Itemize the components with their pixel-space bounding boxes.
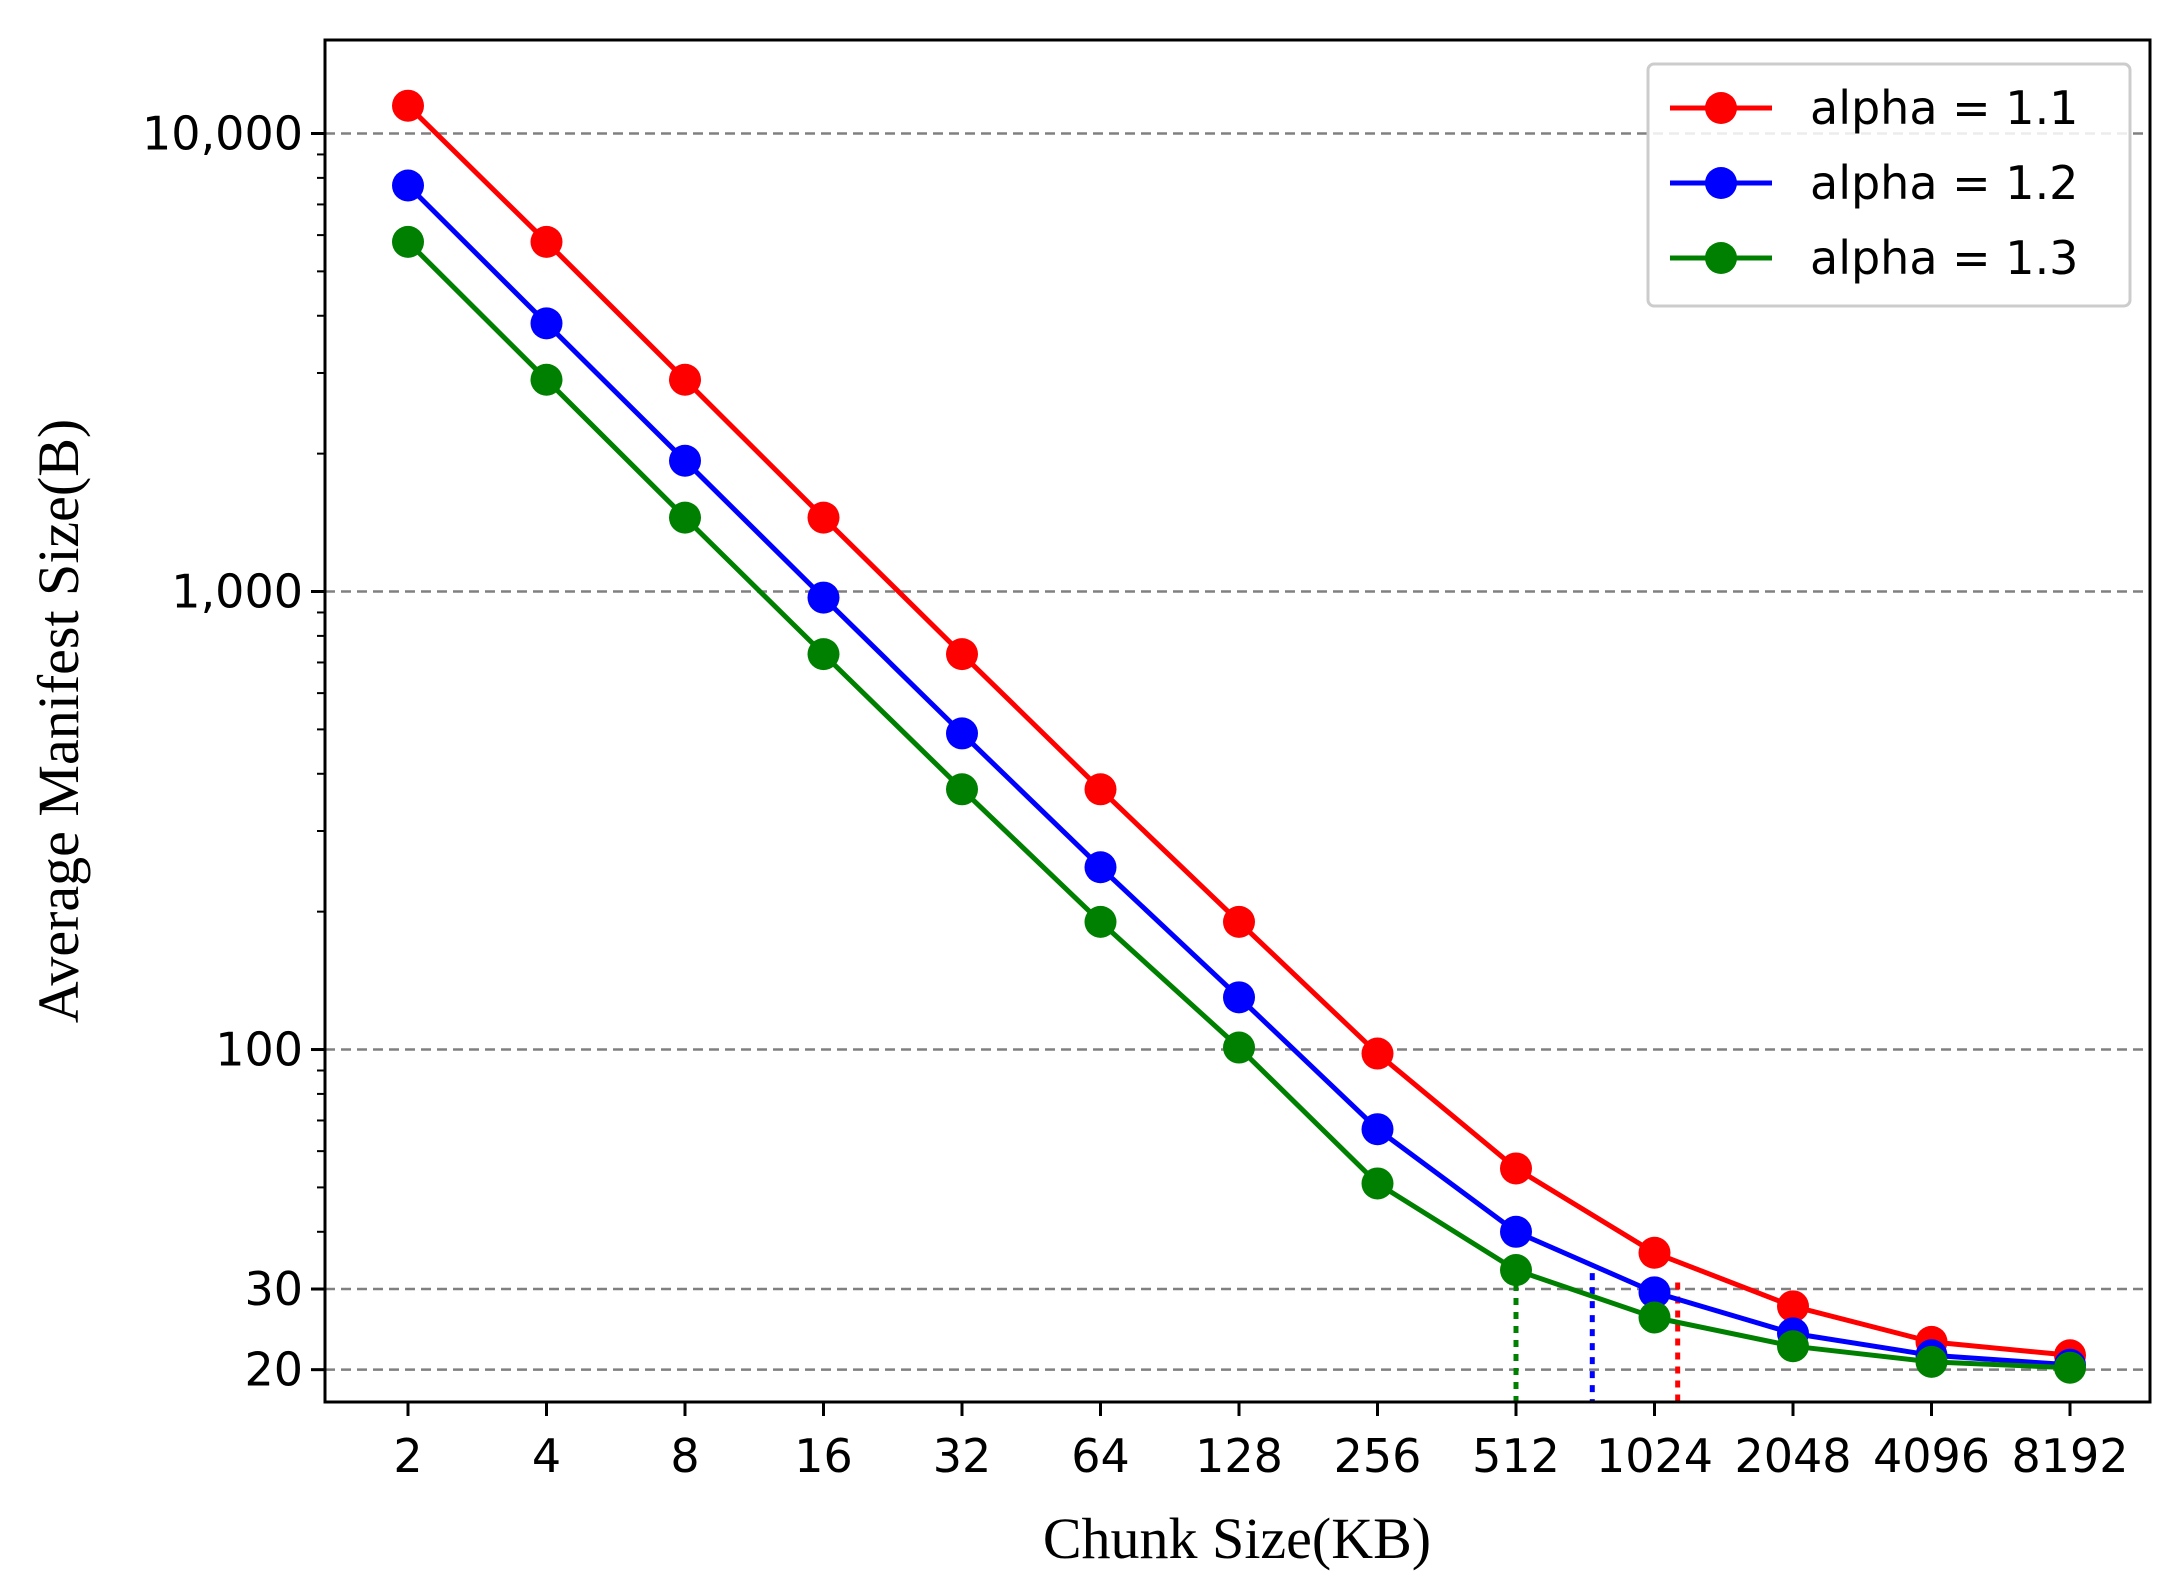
y-axis: 20 30 100 1,000 10,000 <box>142 106 325 1397</box>
series-2 <box>392 169 2086 1381</box>
x-tick-label: 4096 <box>1873 1429 1990 1483</box>
legend-label: alpha = 1.2 <box>1810 156 2078 210</box>
legend-marker <box>1705 92 1737 124</box>
data-point <box>530 363 563 396</box>
y-tick-label: 1,000 <box>171 565 303 619</box>
x-tick-label: 64 <box>1071 1429 1130 1483</box>
data-series <box>392 89 2086 1384</box>
x-tick-label: 8 <box>670 1429 699 1483</box>
data-point <box>392 225 424 258</box>
series-3 <box>392 225 2086 1384</box>
legend: alpha = 1.1 alpha = 1.2 alpha = 1.3 <box>1646 62 2132 308</box>
x-tick-label: 256 <box>1334 1429 1422 1483</box>
data-point <box>807 581 840 614</box>
data-point <box>1777 1290 1809 1323</box>
data-point <box>392 89 424 122</box>
data-point <box>530 225 563 258</box>
threshold-markers <box>1513 1270 1681 1402</box>
series-line <box>406 240 2071 1371</box>
x-tick-label: 32 <box>933 1429 992 1483</box>
data-point <box>946 717 978 750</box>
data-point <box>1638 1276 1671 1309</box>
x-tick-label: 512 <box>1472 1429 1560 1483</box>
x-tick-label: 16 <box>794 1429 853 1483</box>
data-point <box>946 773 978 806</box>
data-point <box>1361 1167 1394 1200</box>
data-point <box>1777 1330 1809 1363</box>
data-point <box>1361 1037 1394 1070</box>
data-point <box>1361 1113 1394 1146</box>
data-point <box>669 444 701 477</box>
y-tick-label: 10,000 <box>142 106 303 160</box>
data-point <box>807 501 840 534</box>
x-axis: 2 4 8 16 32 64 128 256 512 1024 2048 4096 8192 <box>393 1402 2129 1483</box>
data-point <box>1223 981 1255 1014</box>
x-tick-label: 128 <box>1195 1429 1283 1483</box>
data-point <box>1638 1236 1671 1269</box>
x-axis-title: Chunk Size(KB) <box>1043 1506 1431 1571</box>
data-point <box>807 638 840 671</box>
data-point <box>1915 1345 1948 1378</box>
x-tick-label: 4 <box>532 1429 561 1483</box>
legend-entry: alpha = 1.1 <box>1670 81 2078 135</box>
data-point <box>669 363 701 396</box>
series-line <box>406 183 2071 1368</box>
grid-lines <box>325 132 2150 1371</box>
legend-label: alpha = 1.3 <box>1810 231 2078 285</box>
y-axis-title: Average Manifest Size(B) <box>26 419 91 1023</box>
data-point <box>530 307 563 340</box>
x-tick-label: 1024 <box>1596 1429 1713 1483</box>
data-point <box>1223 905 1255 938</box>
legend-marker <box>1705 242 1737 274</box>
data-point <box>1084 905 1117 938</box>
data-point <box>2054 1351 2086 1384</box>
data-point <box>1223 1031 1255 1064</box>
legend-entry: alpha = 1.3 <box>1670 231 2078 285</box>
data-point <box>1084 851 1117 884</box>
y-tick-label: 20 <box>244 1343 303 1397</box>
y-tick-label: 100 <box>215 1023 303 1077</box>
data-point <box>1500 1254 1532 1287</box>
x-tick-label: 2048 <box>1734 1429 1851 1483</box>
legend-marker <box>1705 167 1737 199</box>
x-tick-label: 2 <box>393 1429 422 1483</box>
y-tick-label: 30 <box>244 1262 303 1316</box>
data-point <box>1500 1152 1532 1185</box>
data-point <box>1638 1301 1671 1334</box>
x-tick-label: 8192 <box>2011 1429 2128 1483</box>
data-point <box>1500 1215 1532 1248</box>
legend-entry: alpha = 1.2 <box>1670 156 2078 210</box>
data-point <box>946 638 978 671</box>
data-point <box>1084 773 1117 806</box>
data-point <box>392 169 424 202</box>
legend-box <box>1646 62 2132 308</box>
data-point <box>669 501 701 534</box>
series-1 <box>392 89 2086 1372</box>
legend-label: alpha = 1.1 <box>1810 81 2078 135</box>
